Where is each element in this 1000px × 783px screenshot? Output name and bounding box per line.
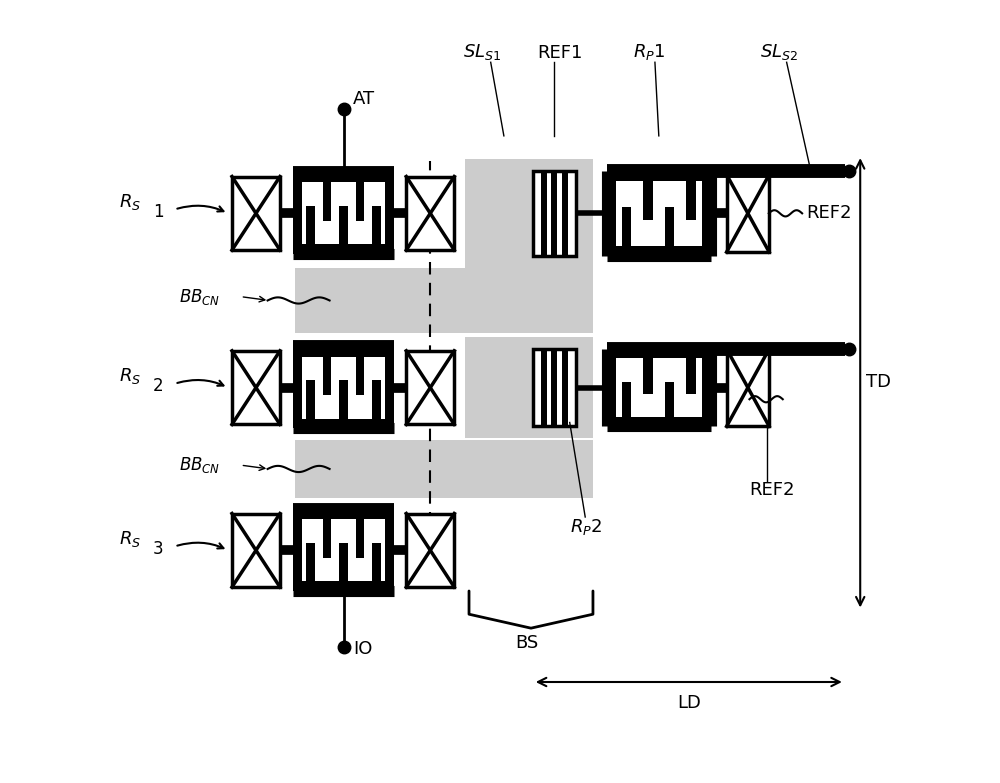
Bar	[306, 543, 315, 581]
Bar	[339, 381, 348, 419]
Bar	[686, 181, 696, 220]
Text: LD: LD	[677, 694, 701, 712]
Text: BS: BS	[515, 634, 539, 652]
Text: $R_P$1: $R_P$1	[633, 42, 666, 63]
Bar	[541, 349, 547, 427]
Bar	[607, 349, 711, 427]
Text: 2: 2	[153, 377, 164, 395]
Bar	[323, 182, 331, 221]
Text: REF1: REF1	[537, 45, 583, 63]
Bar	[295, 268, 465, 334]
Bar	[665, 382, 674, 417]
Bar	[293, 173, 394, 254]
Bar	[465, 337, 593, 438]
Bar	[356, 357, 364, 395]
Bar	[232, 514, 280, 587]
Bar	[293, 510, 394, 591]
Bar	[727, 349, 769, 427]
Text: $R_S$: $R_S$	[119, 192, 141, 211]
Text: 1: 1	[153, 203, 164, 221]
Text: $R_S$: $R_S$	[119, 366, 141, 386]
Bar	[622, 382, 631, 417]
Bar	[562, 349, 568, 427]
Bar	[616, 181, 702, 246]
Bar	[465, 159, 593, 268]
Bar	[302, 519, 385, 581]
Bar	[533, 349, 576, 427]
Bar	[406, 351, 454, 424]
Bar	[622, 207, 631, 246]
Bar	[686, 358, 696, 394]
Text: AT: AT	[353, 90, 375, 108]
Bar	[406, 176, 454, 250]
Text: TD: TD	[866, 373, 891, 391]
Bar	[665, 207, 674, 246]
Bar	[465, 268, 593, 334]
Bar	[372, 381, 381, 419]
Bar	[551, 349, 557, 427]
Text: $BB_{CN}$: $BB_{CN}$	[179, 287, 220, 307]
Bar	[323, 357, 331, 395]
Bar	[372, 543, 381, 581]
Text: 3: 3	[153, 539, 164, 557]
Bar	[356, 182, 364, 221]
Bar	[306, 381, 315, 419]
Bar	[727, 175, 769, 252]
Bar	[551, 171, 557, 256]
Bar	[616, 358, 702, 417]
Text: IO: IO	[353, 640, 372, 658]
Text: $R_S$: $R_S$	[119, 529, 141, 549]
Bar	[306, 206, 315, 244]
Bar	[533, 171, 576, 256]
Text: $SL_{S2}$: $SL_{S2}$	[760, 42, 798, 63]
Text: REF2: REF2	[749, 481, 795, 499]
Text: REF2: REF2	[806, 204, 851, 222]
Bar	[302, 182, 385, 244]
Bar	[643, 358, 653, 394]
Bar	[339, 206, 348, 244]
Bar	[232, 351, 280, 424]
Bar	[541, 171, 547, 256]
Bar	[372, 206, 381, 244]
Bar	[607, 171, 711, 256]
Bar	[562, 171, 568, 256]
Text: $SL_{S1}$: $SL_{S1}$	[463, 42, 501, 63]
Bar	[643, 181, 653, 220]
Bar	[232, 176, 280, 250]
Bar	[295, 440, 465, 498]
Bar	[465, 440, 593, 498]
Bar	[406, 514, 454, 587]
Text: $BB_{CN}$: $BB_{CN}$	[179, 455, 220, 475]
Text: $R_P$2: $R_P$2	[570, 517, 602, 537]
Bar	[302, 357, 385, 419]
Bar	[293, 347, 394, 428]
Bar	[323, 519, 331, 557]
Bar	[339, 543, 348, 581]
Bar	[356, 519, 364, 557]
